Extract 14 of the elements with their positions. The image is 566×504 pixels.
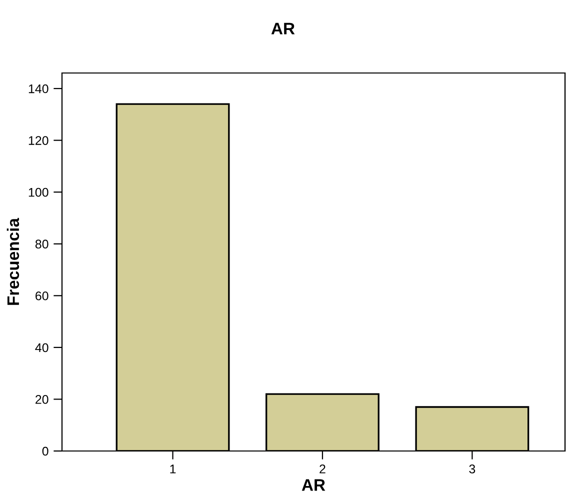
y-tick-label: 140 — [28, 84, 48, 94]
y-tick-label: 60 — [36, 291, 48, 300]
chart-title: AR — [271, 22, 295, 34]
y-tick-label: 120 — [28, 136, 48, 145]
x-axis-title: AR — [302, 479, 326, 491]
y-tick-label: 0 — [42, 446, 48, 456]
y-tick-label: 100 — [28, 188, 48, 197]
x-tick-label: 1 — [170, 464, 176, 474]
y-axis-title: Frecuencia — [6, 218, 20, 305]
y-tick-label: 80 — [35, 240, 48, 249]
x-tick-label: 2 — [320, 464, 326, 474]
y-tick-label: 20 — [36, 395, 48, 404]
x-tick-label: 3 — [469, 464, 476, 474]
y-tick-label: 40 — [35, 343, 48, 352]
